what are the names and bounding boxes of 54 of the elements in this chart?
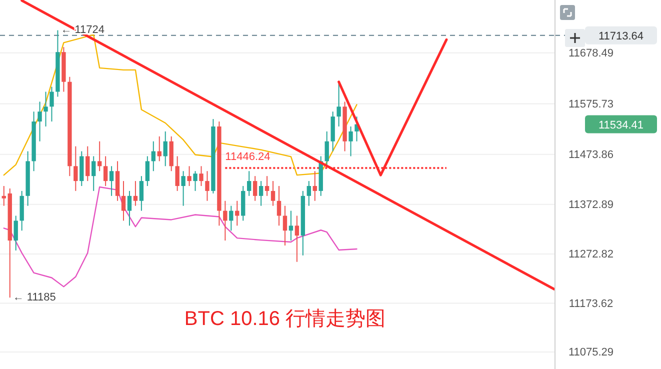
candlestick (133, 180, 138, 206)
candlestick (288, 210, 294, 242)
candlestick (181, 170, 186, 206)
annotation: ← 11724 (60, 24, 105, 36)
candlestick (109, 166, 114, 196)
ref-line-label: 11446.24 (225, 151, 270, 164)
candlestick (145, 156, 150, 186)
candlestick (163, 130, 168, 167)
candlestick (252, 176, 258, 202)
y-tick-label: 11575.73 (568, 98, 614, 110)
y-tick-label: 11173.62 (568, 298, 614, 310)
candlestick (2, 185, 6, 206)
candlestick (187, 166, 192, 186)
candlestick (74, 146, 78, 192)
candlestick (127, 190, 132, 226)
candlestick (175, 156, 180, 192)
ref-line-label: 11713.64 (598, 30, 644, 42)
candlestick (348, 126, 353, 157)
candlestick (14, 215, 18, 251)
y-tick-label: 11372.89 (568, 198, 614, 211)
y-tick-label: 11272.82 (568, 248, 614, 261)
candlestick (312, 170, 317, 202)
candlestick (276, 185, 282, 226)
candlestick (199, 166, 204, 186)
candlestick (86, 146, 90, 182)
y-tick-label: 11075.29 (568, 346, 614, 359)
candlestick (324, 130, 329, 167)
candlestick (97, 140, 102, 172)
candlestick (258, 180, 264, 206)
candlestick (282, 205, 288, 246)
annotation: ← 11185 (12, 291, 56, 304)
text: 11534.41 (598, 119, 644, 132)
candlestick (44, 91, 48, 127)
y-tick-label: 11473.86 (568, 148, 614, 161)
candlestick (205, 170, 210, 202)
candlestick (306, 180, 311, 206)
candlestick (247, 170, 252, 196)
candlestick (151, 140, 156, 172)
candlestick (50, 86, 54, 122)
line-series (3, 186, 358, 288)
line-series (3, 34, 358, 176)
candlestick (193, 170, 198, 192)
candlestick (92, 156, 96, 192)
candlestick (264, 176, 270, 196)
candlestick (229, 205, 234, 232)
text: BTC 10.16 行情走势图 (184, 308, 386, 330)
candlestick (139, 176, 144, 212)
y-tick-label: 11678.49 (568, 47, 614, 60)
candlestick (121, 180, 126, 222)
candlestick (103, 156, 108, 186)
candlestick (270, 180, 276, 206)
candlestick (223, 200, 228, 242)
candlestick (294, 215, 300, 262)
candlestick (38, 101, 42, 142)
